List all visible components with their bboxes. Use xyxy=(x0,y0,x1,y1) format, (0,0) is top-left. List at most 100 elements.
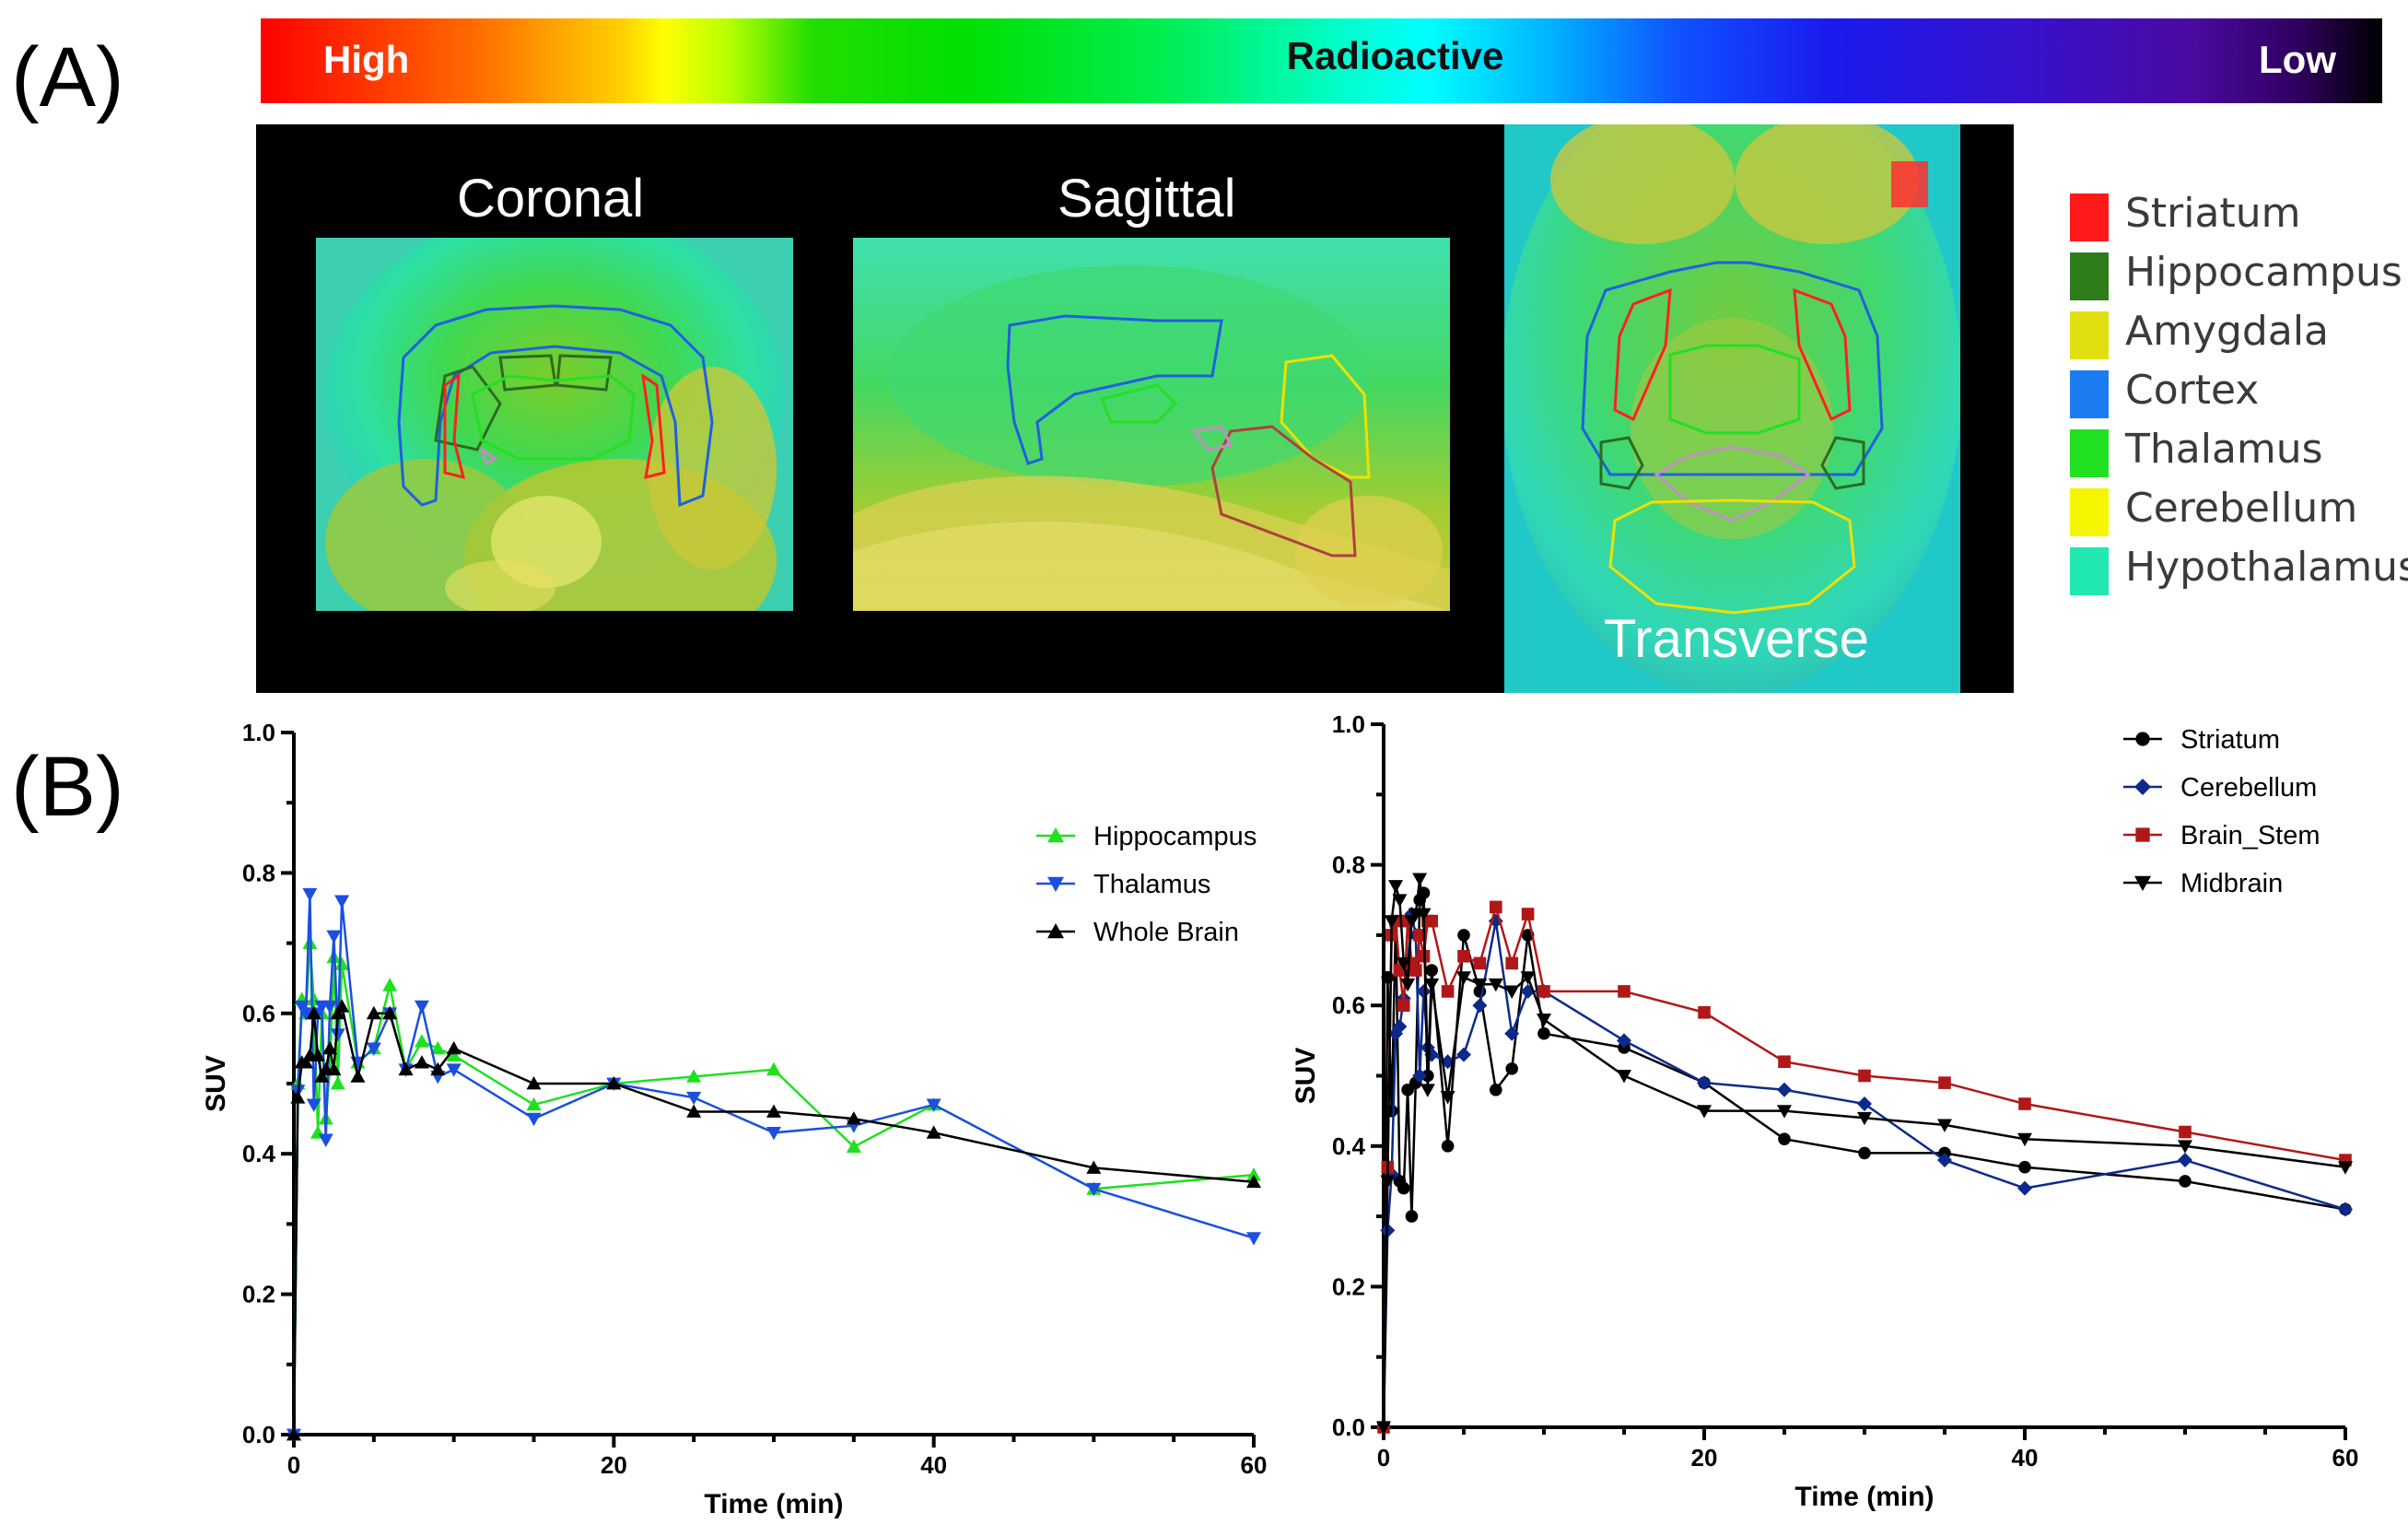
x-tick-label: 60 xyxy=(1241,1451,1268,1479)
data-point xyxy=(1504,1026,1520,1041)
data-point xyxy=(1618,985,1631,998)
data-point xyxy=(766,1104,781,1118)
data-point xyxy=(1537,985,1550,998)
data-point xyxy=(350,1069,366,1083)
x-tick-label: 20 xyxy=(601,1451,627,1479)
data-point xyxy=(1397,1181,1410,1195)
data-point xyxy=(310,1048,326,1061)
colorbar-low-label: Low xyxy=(2259,38,2336,81)
data-point xyxy=(1413,929,1426,942)
data-point xyxy=(334,895,350,909)
data-point xyxy=(2178,1153,2192,1168)
series-thalamus xyxy=(286,887,1261,1442)
data-point xyxy=(414,1000,429,1014)
data-point xyxy=(2017,1180,2032,1196)
panel-label-a: (A) xyxy=(11,30,124,124)
data-point xyxy=(414,1055,429,1069)
data-point xyxy=(1472,978,1488,992)
series-line xyxy=(1382,913,2346,1428)
data-point xyxy=(1397,999,1410,1012)
data-point xyxy=(1384,915,1399,929)
data-point xyxy=(1937,1119,1952,1132)
chart-legend: Hippocampus Thalamus Whole Brain xyxy=(1036,822,1257,947)
data-point xyxy=(1424,978,1440,992)
data-point xyxy=(322,1040,338,1055)
data-point xyxy=(2338,1202,2353,1217)
data-point xyxy=(330,1005,345,1020)
data-point xyxy=(1400,978,1416,992)
legend-label: Hippocampus xyxy=(1093,822,1257,851)
data-point xyxy=(366,1005,381,1020)
data-point xyxy=(330,1028,345,1042)
data-point xyxy=(1456,971,1471,985)
data-point xyxy=(2018,1097,2031,1110)
data-point xyxy=(1937,1153,1952,1168)
data-point xyxy=(1777,1082,1792,1097)
data-point xyxy=(446,1040,462,1055)
data-point xyxy=(1457,929,1470,942)
x-axis-label: Time (min) xyxy=(1794,1482,1934,1512)
series-hippocampus xyxy=(286,935,1261,1441)
data-point xyxy=(1520,971,1536,985)
sagittal-scan-image xyxy=(853,238,1450,611)
data-point xyxy=(1697,1105,1712,1119)
data-point xyxy=(1412,873,1428,886)
data-point xyxy=(1617,1070,1631,1084)
y-tick-label: 1.0 xyxy=(1332,710,1365,738)
legend-label: Hypothalamus xyxy=(2125,544,2408,591)
legend-marker xyxy=(1047,876,1064,892)
data-point xyxy=(846,1111,861,1125)
x-tick-label: 40 xyxy=(920,1451,947,1479)
data-point xyxy=(1416,908,1432,922)
data-point xyxy=(302,887,318,902)
pet-image-panel: Coronal Sagittal xyxy=(256,124,2014,693)
legend-swatch xyxy=(2070,429,2109,477)
data-point xyxy=(446,1063,462,1077)
data-point xyxy=(1425,964,1438,977)
y-tick-label: 0.0 xyxy=(242,1421,275,1448)
colorbar-title: Radioactive xyxy=(1286,34,1504,77)
chart-legend: Striatum Cerebellum Brain_Stem Midbrain xyxy=(2123,725,2320,898)
x-tick-label: 40 xyxy=(2012,1444,2039,1472)
data-point xyxy=(430,1040,446,1055)
y-axis-label: SUV xyxy=(1291,1048,1321,1105)
data-point xyxy=(1416,983,1432,999)
data-point xyxy=(1473,956,1487,970)
data-point xyxy=(2018,1160,2031,1174)
series-line xyxy=(292,943,1255,1436)
data-point xyxy=(1440,1090,1455,1105)
data-point xyxy=(2179,1125,2192,1139)
data-point xyxy=(1376,1421,1391,1435)
legend-swatch xyxy=(2070,547,2109,595)
coronal-title: Coronal xyxy=(457,169,645,229)
data-point xyxy=(330,1076,345,1090)
data-point xyxy=(2178,1140,2192,1154)
legend-label: Thalamus xyxy=(2125,426,2323,473)
radioactivity-colorbar: High Radioactive Low xyxy=(261,18,2382,103)
series-line xyxy=(292,1003,1255,1436)
x-tick-label: 60 xyxy=(2332,1444,2359,1472)
data-point xyxy=(1857,1096,1872,1112)
data-point xyxy=(1521,908,1535,920)
panel-label-b: (B) xyxy=(11,740,124,834)
series-striatum xyxy=(1377,886,2352,1434)
data-point xyxy=(398,1061,414,1076)
legend-label: Striatum xyxy=(2125,190,2301,237)
y-axis-label: SUV xyxy=(201,1055,231,1112)
data-point xyxy=(1857,1111,1872,1126)
data-point xyxy=(1425,914,1438,928)
series-whole-brain xyxy=(286,999,1261,1441)
data-point xyxy=(1505,1062,1518,1075)
data-point xyxy=(334,999,350,1013)
data-point xyxy=(1420,1084,1435,1097)
data-point xyxy=(1778,1055,1791,1069)
data-point xyxy=(446,1048,462,1061)
chart-left: 0.0 0.2 0.4 0.6 0.8 1.0 0 20 40 60 Time (min) SUV Hi… xyxy=(201,719,1268,1519)
y-tick-label: 0.4 xyxy=(242,1140,276,1167)
legend-label: Whole Brain xyxy=(1093,918,1239,947)
data-point xyxy=(526,1076,542,1090)
data-point xyxy=(1537,1014,1551,1027)
data-point xyxy=(1697,1075,1712,1091)
series-line xyxy=(1382,878,2346,1428)
data-point xyxy=(306,1005,321,1020)
